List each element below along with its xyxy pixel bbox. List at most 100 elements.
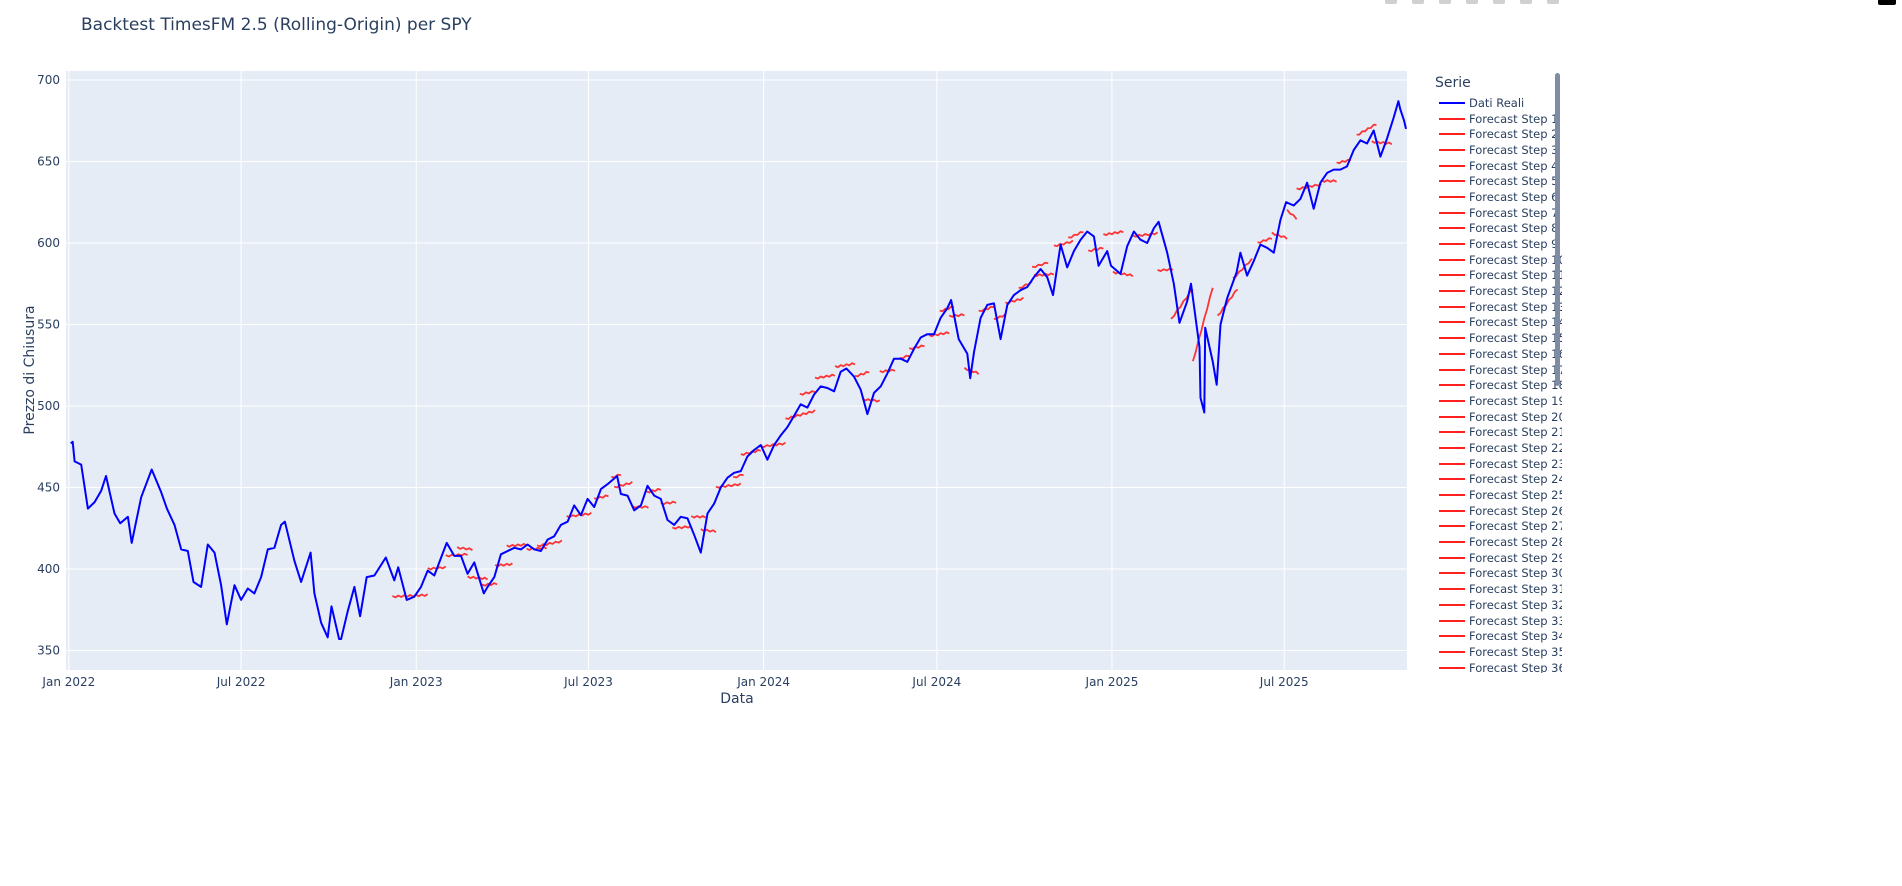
- plot-area[interactable]: [66, 71, 1407, 670]
- legend-item[interactable]: Forecast Step 34: [1432, 628, 1562, 644]
- forecast-segment: [1103, 230, 1124, 237]
- legend-item[interactable]: Forecast Step 28: [1432, 534, 1562, 550]
- legend: Serie Dati Reali Forecast Step 1 Forecast …: [1432, 73, 1562, 673]
- legend-item[interactable]: Forecast Step 32: [1432, 597, 1562, 613]
- legend-item[interactable]: Forecast Step 8: [1432, 221, 1562, 237]
- legend-label: Forecast Step 16: [1469, 346, 1562, 361]
- legend-item[interactable]: Forecast Step 20: [1432, 409, 1562, 425]
- legend-label: Forecast Step 15: [1469, 331, 1562, 346]
- legend-item[interactable]: Forecast Step 26: [1432, 503, 1562, 519]
- legend-label: Forecast Step 31: [1469, 582, 1562, 597]
- legend-line-icon: [1439, 133, 1465, 136]
- legend-line-icon: [1439, 101, 1465, 104]
- legend-item[interactable]: Forecast Step 10: [1432, 252, 1562, 268]
- camera-icon[interactable]: [1385, 0, 1397, 4]
- legend-item[interactable]: Forecast Step 14: [1432, 315, 1562, 331]
- legend-item[interactable]: Forecast Step 30: [1432, 566, 1562, 582]
- legend-item[interactable]: Forecast Step 5: [1432, 173, 1562, 189]
- forecast-segment: [1286, 209, 1298, 220]
- legend-line-icon: [1439, 274, 1465, 277]
- legend-line-icon: [1439, 399, 1465, 402]
- forecast-segment: [733, 473, 744, 479]
- legend-item[interactable]: Forecast Step 2: [1432, 126, 1562, 142]
- forecast-segment: [506, 542, 528, 548]
- legend-label: Forecast Step 30: [1469, 566, 1562, 581]
- legend-item[interactable]: Forecast Step 25: [1432, 487, 1562, 503]
- tick-labels: 350 400 450 500 550 600 650 700 Jan 2022 Jul 2022…: [37, 73, 1309, 689]
- gridlines: [66, 71, 1407, 670]
- zoom-in-icon[interactable]: [1466, 0, 1478, 4]
- legend-item[interactable]: Forecast Step 31: [1432, 581, 1562, 597]
- legend-label: Forecast Step 17: [1469, 362, 1562, 377]
- legend-item[interactable]: Forecast Step 18: [1432, 377, 1562, 393]
- legend-line-icon: [1439, 572, 1465, 575]
- pan-icon[interactable]: [1439, 0, 1451, 4]
- zoom-out-icon[interactable]: [1493, 0, 1505, 4]
- reset-axes-icon[interactable]: [1547, 0, 1559, 4]
- legend-label: Forecast Step 10: [1469, 252, 1562, 267]
- legend-line-icon: [1439, 478, 1465, 481]
- x-tick-label: Jul 2022: [216, 675, 266, 689]
- legend-scrollbar[interactable]: [1555, 73, 1560, 386]
- plotly-logo[interactable]: [1878, 0, 1896, 5]
- legend-item[interactable]: Forecast Step 9: [1432, 236, 1562, 252]
- legend-label: Forecast Step 12: [1469, 284, 1562, 299]
- legend-label: Forecast Step 18: [1469, 378, 1562, 393]
- legend-item[interactable]: Dati Reali: [1432, 95, 1562, 111]
- legend-item[interactable]: Forecast Step 17: [1432, 362, 1562, 378]
- legend-line-icon: [1439, 368, 1465, 371]
- legend-item[interactable]: Forecast Step 6: [1432, 189, 1562, 205]
- legend-item[interactable]: Forecast Step 33: [1432, 613, 1562, 629]
- autoscale-icon[interactable]: [1520, 0, 1532, 4]
- legend-item[interactable]: Forecast Step 22: [1432, 440, 1562, 456]
- legend-label: Forecast Step 11: [1469, 268, 1562, 283]
- legend-line-icon: [1439, 195, 1465, 198]
- x-tick-label: Jan 2022: [41, 675, 95, 689]
- legend-item[interactable]: Forecast Step 36: [1432, 660, 1562, 673]
- legend-item[interactable]: Forecast Step 23: [1432, 456, 1562, 472]
- forecast-segment: [814, 373, 836, 380]
- legend-item[interactable]: Forecast Step 16: [1432, 346, 1562, 362]
- legend-item[interactable]: Forecast Step 21: [1432, 424, 1562, 440]
- forecast-segment: [392, 593, 429, 599]
- legend-label: Forecast Step 34: [1469, 629, 1562, 644]
- legend-line-icon: [1439, 556, 1465, 559]
- legend-item[interactable]: Forecast Step 3: [1432, 142, 1562, 158]
- legend-item[interactable]: Forecast Step 27: [1432, 519, 1562, 535]
- legend-item[interactable]: Forecast Step 12: [1432, 283, 1562, 299]
- legend-label: Forecast Step 35: [1469, 644, 1562, 659]
- forecast-segment: [908, 344, 925, 351]
- forecast-segment: [613, 481, 633, 489]
- legend-line-icon: [1439, 227, 1465, 230]
- legend-item[interactable]: Forecast Step 35: [1432, 644, 1562, 660]
- legend-line-icon: [1439, 164, 1465, 167]
- x-tick-label: Jan 2023: [389, 675, 443, 689]
- legend-item[interactable]: Forecast Step 15: [1432, 330, 1562, 346]
- legend-item[interactable]: Forecast Step 1: [1432, 111, 1562, 127]
- legend-item[interactable]: Forecast Step 4: [1432, 158, 1562, 174]
- legend-item[interactable]: Forecast Step 13: [1432, 299, 1562, 315]
- zoom-icon[interactable]: [1412, 0, 1424, 4]
- legend-line-icon: [1439, 588, 1465, 591]
- legend-item[interactable]: Forecast Step 7: [1432, 205, 1562, 221]
- legend-item[interactable]: Forecast Step 11: [1432, 268, 1562, 284]
- legend-line-icon: [1439, 243, 1465, 246]
- legend-item[interactable]: Forecast Step 29: [1432, 550, 1562, 566]
- legend-label: Forecast Step 36: [1469, 660, 1562, 673]
- forecast-segment: [1112, 270, 1134, 278]
- forecast-segment: [760, 441, 786, 449]
- legend-label: Forecast Step 6: [1469, 189, 1559, 204]
- forecast-segment: [1192, 287, 1214, 362]
- legend-label: Forecast Step 26: [1469, 503, 1562, 518]
- legend-label: Forecast Step 1: [1469, 111, 1559, 126]
- legend-label: Forecast Step 28: [1469, 535, 1562, 550]
- legend-label: Dati Reali: [1469, 95, 1525, 110]
- legend-line-icon: [1439, 509, 1465, 512]
- legend-item[interactable]: Forecast Step 19: [1432, 393, 1562, 409]
- forecast-segment: [1033, 272, 1055, 278]
- legend-item[interactable]: Forecast Step 24: [1432, 472, 1562, 488]
- legend-line-icon: [1439, 258, 1465, 261]
- legend-label: Forecast Step 13: [1469, 299, 1562, 314]
- x-tick-label: Jan 2024: [736, 675, 790, 689]
